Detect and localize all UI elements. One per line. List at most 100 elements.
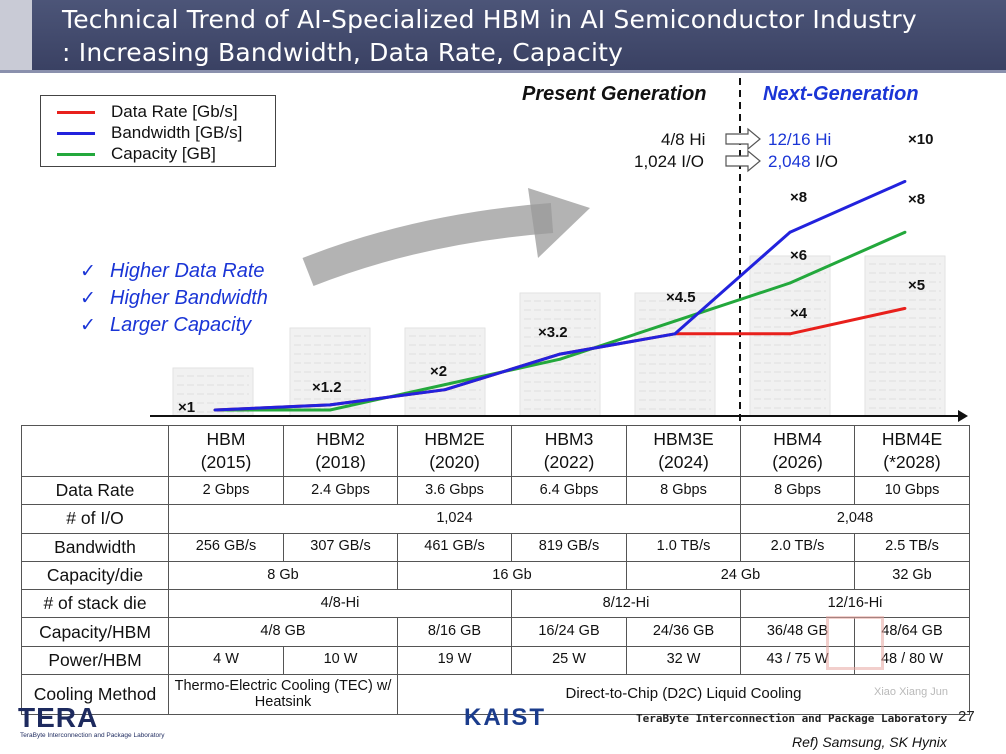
multiplier-label: ×2 <box>430 363 447 380</box>
row-label: Capacity/die <box>21 560 169 591</box>
row-label: Capacity/HBM <box>21 617 169 647</box>
check-icon: ✓ <box>80 288 96 309</box>
column-name: HBM2 <box>316 429 365 450</box>
row-label: Power/HBM <box>21 645 169 676</box>
table-cell: 3.6 Gbps <box>397 475 512 506</box>
table-cell: Direct-to-Chip (D2C) Liquid Cooling <box>397 674 970 716</box>
column-header: HBM4E (*2028) <box>854 425 970 477</box>
table-cell: 43 / 75 W <box>740 645 855 676</box>
table-cell: 6.4 Gbps <box>511 475 627 506</box>
multiplier-label: ×1.2 <box>312 379 342 396</box>
spec-arrow-hi <box>725 127 761 151</box>
next-io-count: 2,048 I/O <box>768 152 838 172</box>
benefit-item: ✓ Higher Data Rate <box>80 258 268 285</box>
table-row: Capacity/die 8 Gb 16 Gb 24 Gb 32 Gb <box>21 560 970 591</box>
next-generation-label: Next-Generation <box>763 83 919 105</box>
table-row: # of I/O 1,024 2,048 <box>21 504 970 534</box>
benefit-item: ✓ Larger Capacity <box>80 312 268 339</box>
lab-name: TeraByte Interconnection and Package Lab… <box>636 712 948 725</box>
table-cell: 48 / 80 W <box>854 645 970 676</box>
table-header-row: HBM (2015) HBM2 (2018) HBM2E (2020) HBM3 (2022)… <box>21 425 970 477</box>
table-cell: 2,048 <box>740 504 970 534</box>
benefit-list: ✓ Higher Data Rate ✓ Higher Bandwidth ✓ Lar… <box>80 258 268 339</box>
next-stack-height: 12/16 Hi <box>768 130 832 149</box>
legend-item-data-rate: Data Rate [Gb/s] <box>57 102 238 122</box>
column-year: (2018) <box>315 451 366 472</box>
series-bandwidth-point <box>213 408 217 412</box>
legend-label-bandwidth: Bandwidth [GB/s] <box>111 123 243 142</box>
row-label: Data Rate <box>21 475 169 506</box>
table-cell: 8 Gbps <box>626 475 741 506</box>
title-bar: Technical Trend of AI-Specialized HBM in… <box>0 0 1006 70</box>
table-cell: 307 GB/s <box>283 532 398 562</box>
column-year: (2026) <box>772 451 823 472</box>
series-capacity-point <box>673 319 677 323</box>
series-capacity-point <box>443 383 447 386</box>
chart-legend: Data Rate [Gb/s] Bandwidth [GB/s] Capaci… <box>40 95 276 167</box>
series-bandwidth-point <box>903 180 907 183</box>
row-label: # of stack die <box>21 589 169 619</box>
table-corner-cell <box>21 425 169 477</box>
spec-arrow-io <box>725 149 761 173</box>
multiplier-label: ×5 <box>908 277 925 294</box>
table-cell: 4/8 GB <box>168 617 398 647</box>
benefit-text: Higher Bandwidth <box>110 287 268 309</box>
multiplier-label: ×8 <box>790 189 807 206</box>
table-cell: 2 Gbps <box>168 475 284 506</box>
column-year: (2022) <box>543 451 595 472</box>
table-cell: 12/16-Hi <box>740 589 970 619</box>
legend-swatch-capacity <box>57 152 95 156</box>
series-data-rate-point <box>903 307 907 310</box>
multiplier-label: ×1 <box>178 399 195 416</box>
check-icon: ✓ <box>80 315 96 336</box>
column-name: HBM3 <box>544 429 594 450</box>
growth-arrow <box>302 188 590 286</box>
row-label: Bandwidth <box>21 532 169 562</box>
column-header: HBM (2015) <box>168 425 284 477</box>
multiplier-label: ×4 <box>790 305 808 322</box>
table-cell: 16/24 GB <box>511 617 627 647</box>
row-label: # of I/O <box>21 504 169 534</box>
table-cell: 819 GB/s <box>511 532 627 562</box>
page-number: 27 <box>958 708 975 725</box>
multiplier-label: ×4.5 <box>666 289 696 306</box>
series-bandwidth-point <box>328 403 332 407</box>
legend-label-data-rate: Data Rate [Gb/s] <box>111 102 238 121</box>
series-bandwidth-point <box>558 352 562 356</box>
annotation-layer: ×1 ×1.2 ×2 ×3.2 ×4.5 ×8 ×6 ×4 ×10 ×8 ×5 <box>178 131 933 416</box>
hbm-trend-chart: ×1 ×1.2 ×2 ×3.2 ×4.5 ×8 ×6 ×4 ×10 ×8 ×5 <box>150 78 968 422</box>
column-year: (2015) <box>200 451 252 472</box>
series-capacity-point <box>903 230 907 234</box>
table-row: # of stack die 4/8-Hi 8/12-Hi 12/16-Hi <box>21 589 970 619</box>
legend-swatch-bandwidth <box>57 131 95 135</box>
table-cell: 4/8-Hi <box>168 589 512 619</box>
table-cell: 16 Gb <box>397 560 627 591</box>
row-label: Cooling Method <box>21 674 169 716</box>
benefit-item: ✓ Higher Bandwidth <box>80 285 268 312</box>
legend-item-bandwidth: Bandwidth [GB/s] <box>57 123 242 143</box>
column-header: HBM2E (2020) <box>397 425 512 477</box>
legend-item-capacity: Capacity [GB] <box>57 144 216 164</box>
table-row: Capacity/HBM 4/8 GB 8/16 GB 16/24 GB 24/36 G… <box>21 617 970 647</box>
table-cell: 25 W <box>511 645 627 676</box>
column-year: (*2028) <box>883 451 941 472</box>
table-row: Power/HBM 4 W 10 W 19 W 25 W 32 W 43 / 75 W 48 … <box>21 645 970 676</box>
current-stack-height: 4/8 Hi <box>661 130 706 149</box>
kaist-logo: KAIST <box>464 704 546 731</box>
present-generation-label: Present Generation <box>522 83 707 105</box>
table-cell: 8 Gbps <box>740 475 855 506</box>
table-cell: 2.0 TB/s <box>740 532 855 562</box>
table-cell: 461 GB/s <box>397 532 512 562</box>
table-cell: 2.5 TB/s <box>854 532 970 562</box>
legend-label-capacity: Capacity [GB] <box>111 144 216 163</box>
tera-logo-caption: TeraByte Interconnection and Package Lab… <box>20 732 165 739</box>
column-header: HBM3E (2024) <box>626 425 741 477</box>
series-bandwidth-point <box>673 332 677 336</box>
x-axis-arrowhead <box>958 410 968 422</box>
current-io-count: 1,024 I/O <box>634 152 704 171</box>
title-bar-accent <box>0 0 32 70</box>
watermark-text: Xiao Xiang Jun <box>874 686 948 698</box>
column-name: HBM3E <box>653 429 714 450</box>
table-cell: 19 W <box>397 645 512 676</box>
table-cell: 36/48 GB <box>740 617 855 647</box>
